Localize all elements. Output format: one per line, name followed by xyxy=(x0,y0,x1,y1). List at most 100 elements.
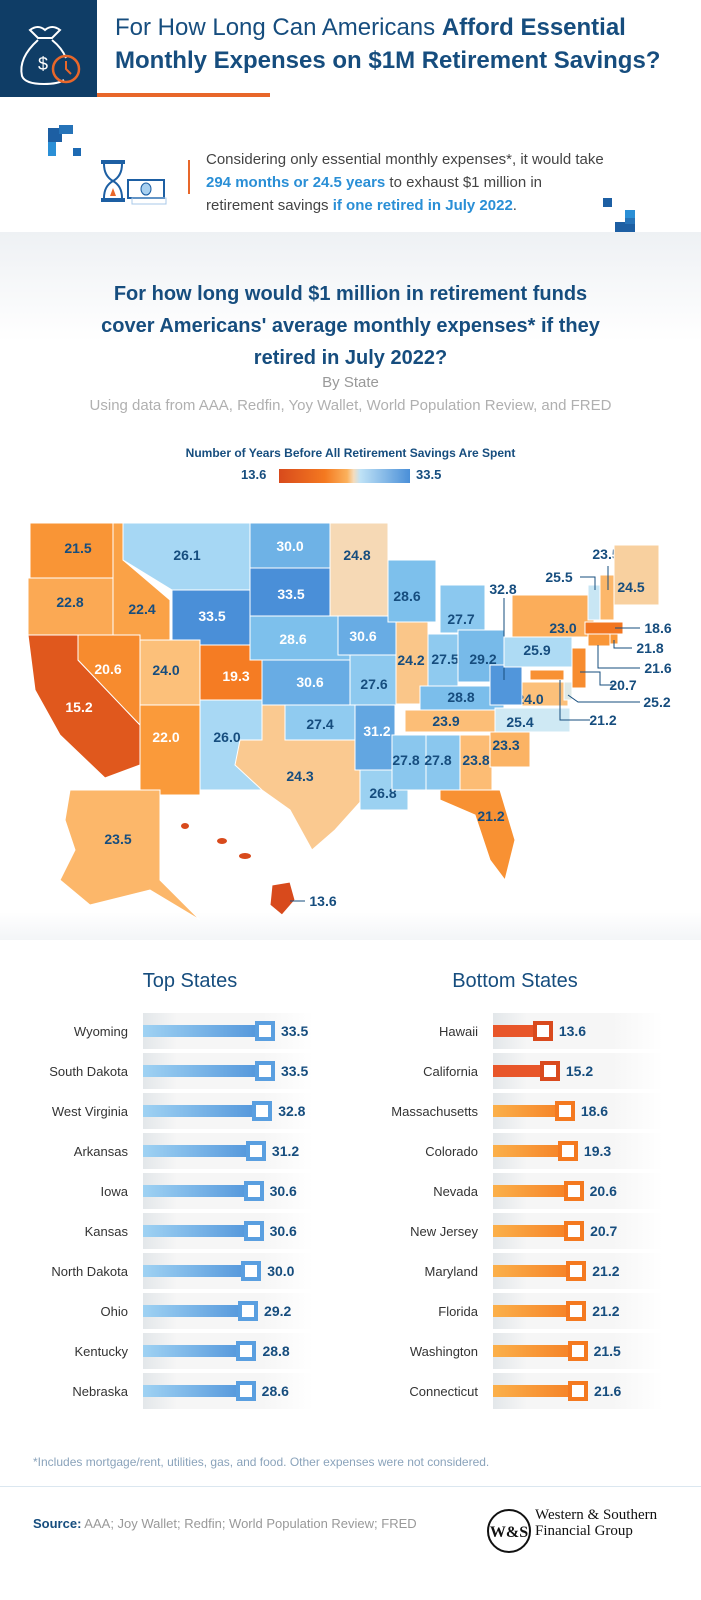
bar-label: Nevada xyxy=(433,1184,478,1199)
state-value-label: 22.8 xyxy=(56,594,83,610)
state-value-label: 28.8 xyxy=(447,689,474,705)
callout-highlight-duration: 294 months or 24.5 years xyxy=(206,174,386,191)
bar-value: 13.6 xyxy=(558,1023,587,1039)
state-value-label: 23.0 xyxy=(549,620,576,636)
state-value-label: 24.8 xyxy=(343,547,370,563)
legend-max-label: 33.5 xyxy=(416,467,442,482)
state-value-label: 15.2 xyxy=(65,699,92,715)
bar-end-marker xyxy=(238,1301,259,1321)
source-line: Source: AAA; Joy Wallet; Redfin; World P… xyxy=(33,1516,417,1531)
bar-row: Nebraska 28.6 xyxy=(0,1373,350,1413)
bar-value: 21.2 xyxy=(592,1303,620,1319)
state-value-label: 23.9 xyxy=(432,713,459,729)
bar-row: North Dakota 30.0 xyxy=(0,1253,350,1293)
callout-leader-line xyxy=(567,694,640,703)
bar-row: Maryland 21.2 xyxy=(350,1253,700,1293)
bar xyxy=(143,1225,264,1237)
state-alaska xyxy=(59,789,201,921)
bar-row: Connecticut 21.6 xyxy=(350,1373,700,1413)
state-new-jersey xyxy=(571,647,587,689)
state-florida xyxy=(439,789,516,882)
state-value-label: 24.3 xyxy=(286,768,313,784)
state-value-label: 24.5 xyxy=(617,579,644,595)
bar-value: 18.6 xyxy=(580,1103,609,1119)
bar xyxy=(143,1105,273,1117)
bar-end-marker xyxy=(568,1381,589,1401)
legend-min-label: 13.6 xyxy=(241,467,267,482)
bar-value: 30.6 xyxy=(269,1183,297,1199)
bar xyxy=(143,1305,259,1317)
callout-leader-line xyxy=(580,671,615,686)
bar-value: 30.6 xyxy=(269,1223,297,1239)
state-texas xyxy=(234,704,363,851)
state-value-label: 26.1 xyxy=(173,547,200,563)
hawaii-island xyxy=(217,838,227,844)
title-bold: Afford Essential xyxy=(441,14,626,41)
svg-text:W&S: W&S xyxy=(490,1524,528,1541)
bar-row: Colorado 19.3 xyxy=(350,1133,700,1173)
bar-value: 21.2 xyxy=(592,1263,620,1279)
header-icon-box: $ xyxy=(0,0,97,97)
bar xyxy=(143,1025,275,1037)
callout-highlight-date: if one retired in July 2022 xyxy=(332,197,513,214)
bar xyxy=(493,1265,587,1277)
state-missouri xyxy=(349,654,409,706)
map-title-line3: retired in July 2022? xyxy=(253,347,448,369)
svg-text:$: $ xyxy=(38,54,48,74)
footnote: *Includes mortgage/rent, utilities, gas,… xyxy=(33,1455,490,1469)
state-vermont xyxy=(587,584,601,621)
bar-label: Colorado xyxy=(425,1144,478,1159)
state-value-label: 30.6 xyxy=(296,674,323,690)
state-value-label: 27.5 xyxy=(431,651,458,667)
callout-part: to exhaust $1 million in retirement savi… xyxy=(206,174,543,214)
company-name-line2: Financial Group xyxy=(535,1523,633,1539)
bar-label: Connecticut xyxy=(409,1384,478,1399)
state-value-label: 25.5 xyxy=(545,569,572,585)
state-value-label: 25.4 xyxy=(506,714,533,730)
state-value-label: 27.6 xyxy=(360,676,387,692)
bar-value: 32.8 xyxy=(278,1103,306,1119)
state-value-label: 21.5 xyxy=(64,540,91,556)
state-value-label: 21.8 xyxy=(636,640,663,656)
map-title-line2: cover Americans' average monthly expense… xyxy=(101,315,600,337)
bar-label: Massachusetts xyxy=(391,1104,478,1119)
bar-value: 33.5 xyxy=(280,1023,309,1039)
company-logo: W&S xyxy=(487,1509,531,1553)
bar-row: Iowa 30.6 xyxy=(0,1173,350,1213)
map-subtitle: By State xyxy=(322,374,379,391)
callout-leader-line xyxy=(559,680,590,721)
bar-value: 20.6 xyxy=(589,1183,617,1199)
bar-end-marker xyxy=(245,1141,266,1161)
page-title-line2: Monthly Expenses on $1M Retirement Savin… xyxy=(115,47,661,74)
bar-end-marker xyxy=(243,1181,264,1201)
state-value-label: 27.8 xyxy=(392,752,419,768)
bar-value: 15.2 xyxy=(565,1063,594,1079)
bar xyxy=(493,1145,578,1157)
state-value-label: 22.0 xyxy=(152,729,179,745)
source-text: AAA; Joy Wallet; Redfin; World Populatio… xyxy=(81,1516,417,1531)
pixel-decoration-icon xyxy=(48,125,81,156)
bar xyxy=(493,1305,587,1317)
company-name-line1: Western & Southern xyxy=(535,1507,658,1523)
bar-end-marker xyxy=(254,1061,275,1081)
bar-end-marker xyxy=(539,1061,560,1081)
callout-leader-line xyxy=(580,576,596,590)
page-title-line1: For How Long Can Americans Afford Essent… xyxy=(115,14,626,42)
title-underline xyxy=(97,93,270,97)
bar-end-marker xyxy=(566,1261,587,1281)
bar-end-marker xyxy=(567,1341,588,1361)
source-label: Source: xyxy=(33,1516,82,1531)
state-value-label: 26.8 xyxy=(369,785,396,801)
bar-label: Nebraska xyxy=(72,1384,128,1399)
callout-text: Considering only essential monthly expen… xyxy=(206,148,606,217)
bar-label: Kansas xyxy=(84,1224,128,1239)
title-plain: For How Long Can Americans xyxy=(115,14,442,41)
state-maine xyxy=(613,544,660,606)
state-connecticut xyxy=(587,633,611,647)
callout-leader-line xyxy=(613,640,632,649)
map-sources-line: Using data from AAA, Redfin, Yoy Wallet,… xyxy=(89,397,612,414)
state-value-label: 19.3 xyxy=(222,668,249,684)
bar xyxy=(493,1105,575,1117)
bar-value: 20.7 xyxy=(590,1223,618,1239)
callout-part: . xyxy=(512,197,517,214)
